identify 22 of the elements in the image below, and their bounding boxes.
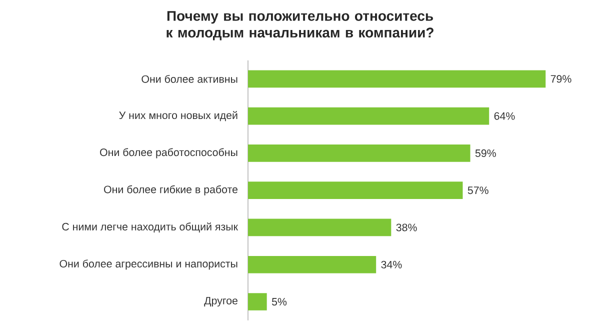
y-tick-label: Другое <box>204 296 238 307</box>
bar <box>248 218 392 236</box>
data-label: 79% <box>550 75 572 83</box>
data-label: 38% <box>396 224 417 232</box>
y-tick-label: Они более активны <box>142 74 238 83</box>
data-label: 5% <box>272 298 287 306</box>
bar <box>248 293 267 310</box>
bar <box>248 182 463 199</box>
y-tick-label: Они более гибкие в работе <box>104 185 238 196</box>
chart-title: Почему вы положительно относитесь к молодым начальникам в компании? <box>166 11 434 40</box>
y-tick-label: Они более агрессивны и напористы <box>60 260 238 270</box>
data-label: 34% <box>381 260 402 268</box>
data-label: 64% <box>494 112 515 120</box>
bar <box>248 70 546 88</box>
y-tick-label: У них много новых идей <box>119 111 238 122</box>
bar <box>248 256 376 274</box>
bar <box>248 107 490 125</box>
data-label: 57% <box>468 186 488 194</box>
data-label: 59% <box>475 149 496 157</box>
y-tick-label: Они более работоспособны <box>100 148 238 158</box>
bar <box>248 144 470 162</box>
y-tick-label: С ними легче находить общий язык <box>62 222 238 232</box>
